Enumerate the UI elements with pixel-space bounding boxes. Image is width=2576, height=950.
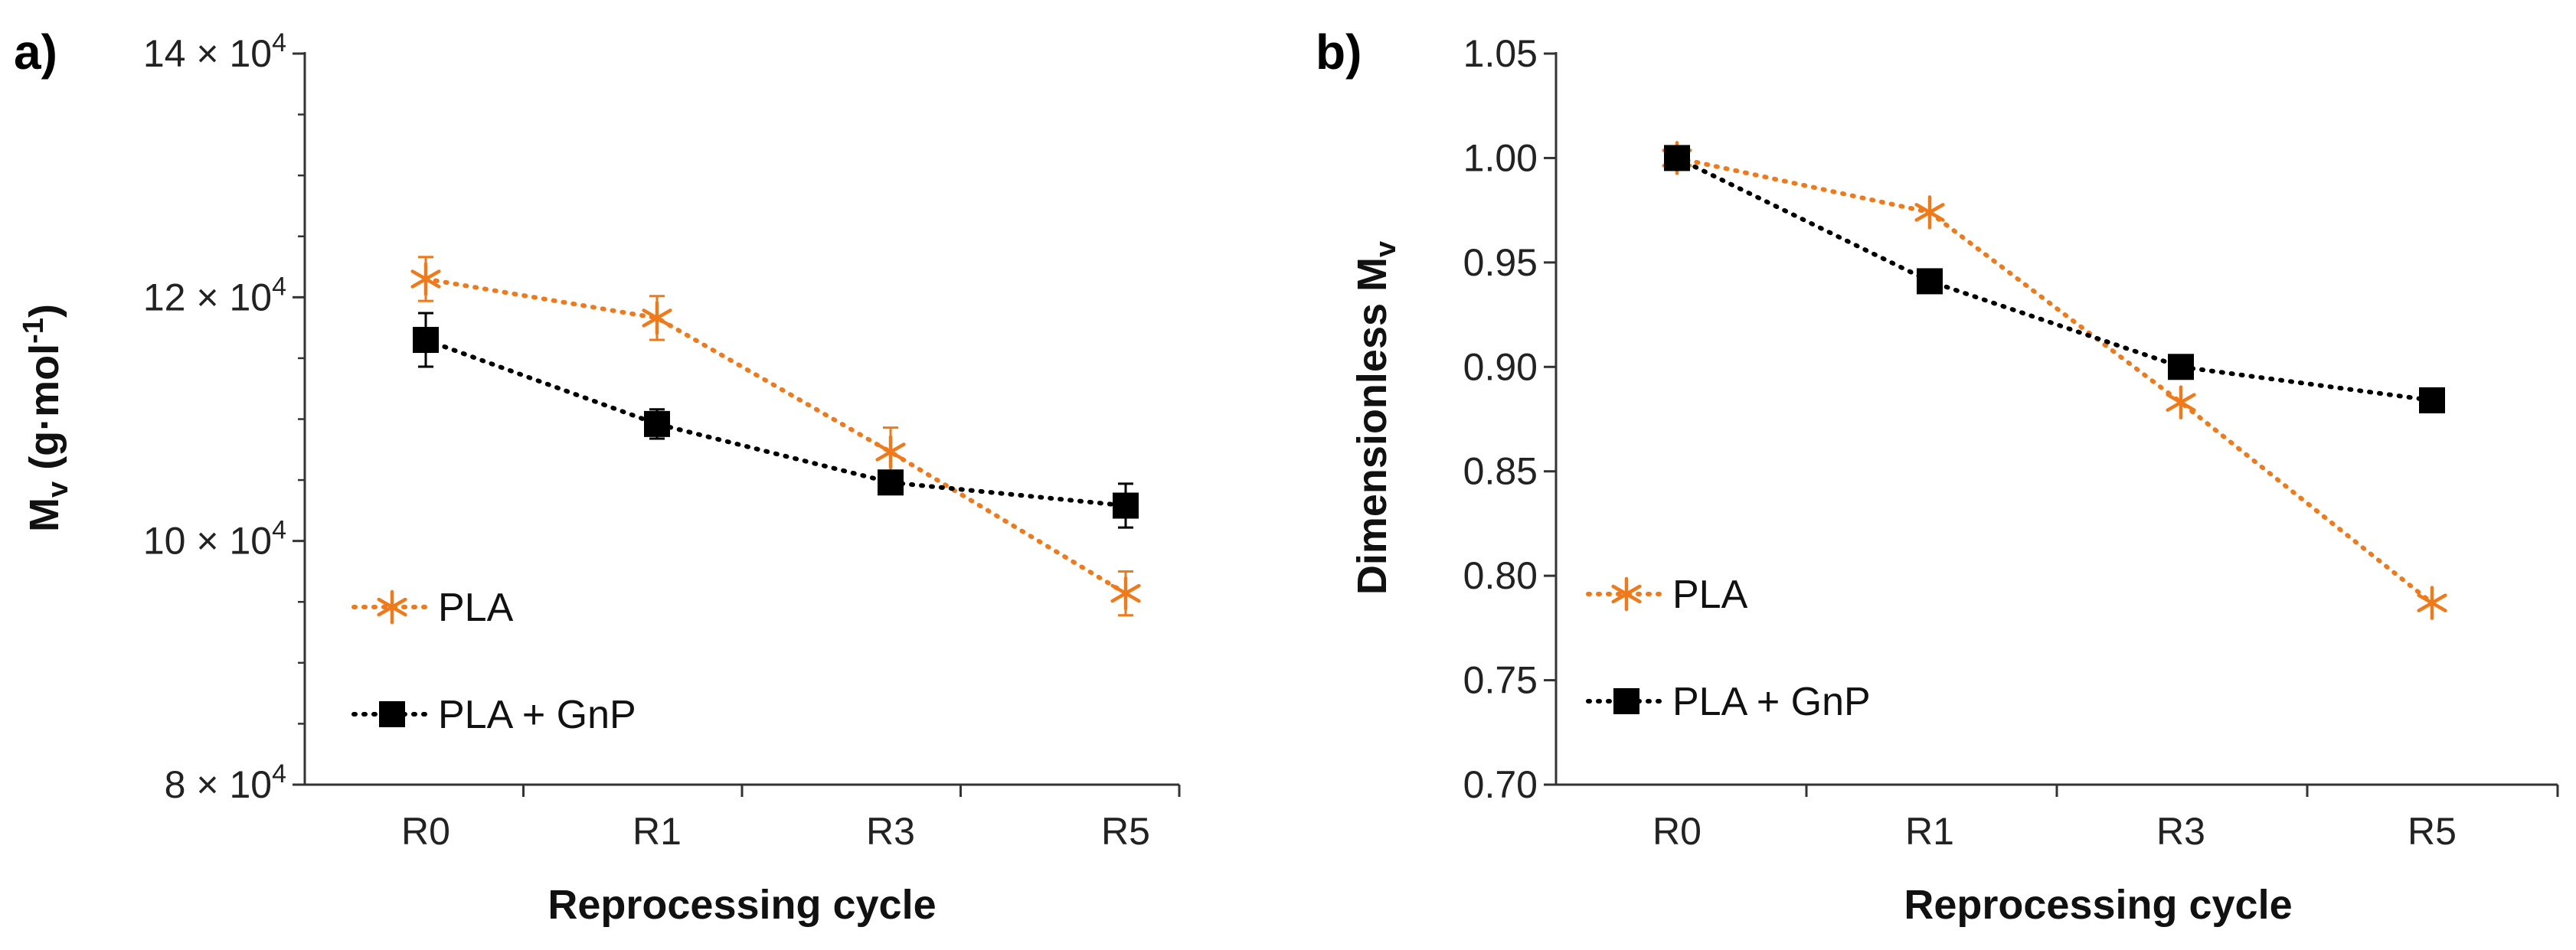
data-point-stroke bbox=[410, 269, 441, 289]
series-line bbox=[1675, 155, 2434, 606]
data-point bbox=[410, 262, 441, 296]
data-point bbox=[878, 469, 904, 496]
data-point-stroke bbox=[2166, 393, 2196, 412]
data-point bbox=[2419, 387, 2445, 413]
data-point-stroke bbox=[875, 442, 906, 462]
y-tick-label: 12 × 104 bbox=[143, 272, 286, 318]
legend-marker-stroke bbox=[1611, 584, 1642, 604]
x-ticks: R0 R1 R3 R5 bbox=[401, 785, 1181, 853]
x-tick-label: R0 bbox=[401, 810, 450, 853]
series-group bbox=[1662, 141, 2447, 620]
legend-marker bbox=[1611, 576, 1642, 612]
data-point bbox=[644, 410, 670, 437]
y-axis-title: Mv (g·mol-1) bbox=[18, 304, 74, 532]
y-tick-label: 0.80 bbox=[1463, 554, 1538, 597]
legend-label: PLA bbox=[1672, 573, 1748, 617]
chart-panel-b: b) 0.70 0.75 0.80 0.85 0.90 0.95 1.00 1.05 R0 R1… bbox=[1316, 24, 2559, 928]
y-tick-label: 0.75 bbox=[1463, 659, 1538, 702]
series-line bbox=[423, 276, 1128, 596]
x-axis-title: Reprocessing cycle bbox=[548, 882, 936, 928]
data-point bbox=[875, 435, 906, 469]
series-line bbox=[423, 338, 1128, 508]
y-tick-label: 0.70 bbox=[1463, 763, 1538, 806]
y-tick-label: 0.95 bbox=[1463, 241, 1538, 284]
legend-marker bbox=[379, 701, 405, 727]
y-tick-label: 1.05 bbox=[1463, 32, 1538, 75]
legend-label: PLA + GnP bbox=[438, 693, 636, 737]
data-point bbox=[2168, 354, 2194, 380]
y-ticks: 8 × 104 10 × 104 12 × 104 14 × 104 bbox=[143, 28, 305, 806]
data-point bbox=[1113, 492, 1139, 519]
data-point bbox=[413, 327, 439, 354]
data-point bbox=[1917, 268, 1943, 295]
data-point-stroke bbox=[2417, 593, 2447, 612]
x-tick-label: R3 bbox=[866, 810, 915, 853]
data-point bbox=[1914, 195, 1945, 230]
legend: PLA PLA + GnP bbox=[1586, 573, 1871, 724]
panel-b-label: b) bbox=[1316, 24, 1362, 80]
legend-label: PLA bbox=[438, 586, 514, 630]
series-group bbox=[410, 256, 1141, 617]
legend-marker-stroke bbox=[377, 597, 407, 617]
x-ticks: R0 R1 R3 R5 bbox=[1652, 785, 2559, 853]
x-tick-label: R1 bbox=[1905, 810, 1954, 853]
y-axis-title: Dimensionless Mv bbox=[1349, 241, 1402, 595]
y-tick-label: 10 × 104 bbox=[143, 516, 286, 563]
y-tick-label: 8 × 104 bbox=[165, 759, 286, 806]
data-point-stroke bbox=[642, 309, 672, 328]
y-tick-label: 0.85 bbox=[1463, 450, 1538, 493]
x-axis-title: Reprocessing cycle bbox=[1904, 882, 2292, 928]
legend-marker bbox=[377, 589, 407, 625]
data-point-stroke bbox=[1914, 203, 1945, 222]
legend-label: PLA + GnP bbox=[1672, 680, 1871, 724]
data-point bbox=[1110, 576, 1141, 611]
data-point-stroke bbox=[1110, 583, 1141, 603]
x-tick-label: R1 bbox=[633, 810, 682, 853]
y-tick-label: 0.90 bbox=[1463, 345, 1538, 388]
data-point bbox=[1664, 145, 1690, 171]
panel-a-label: a) bbox=[14, 24, 57, 80]
y-tick-label: 14 × 104 bbox=[143, 28, 286, 75]
y-tick-label: 1.00 bbox=[1463, 136, 1538, 179]
x-tick-label: R5 bbox=[2408, 810, 2457, 853]
data-point bbox=[2166, 385, 2196, 420]
legend: PLA PLA + GnP bbox=[351, 586, 636, 737]
x-tick-label: R3 bbox=[2156, 810, 2205, 853]
legend-marker bbox=[1613, 688, 1639, 714]
x-tick-label: R0 bbox=[1652, 810, 1702, 853]
x-tick-label: R5 bbox=[1101, 810, 1150, 853]
y-ticks: 0.70 0.75 0.80 0.85 0.90 0.95 1.00 1.05 bbox=[1463, 32, 1556, 806]
series-line bbox=[1675, 155, 2434, 403]
data-point bbox=[642, 301, 672, 335]
data-point bbox=[2417, 586, 2447, 620]
